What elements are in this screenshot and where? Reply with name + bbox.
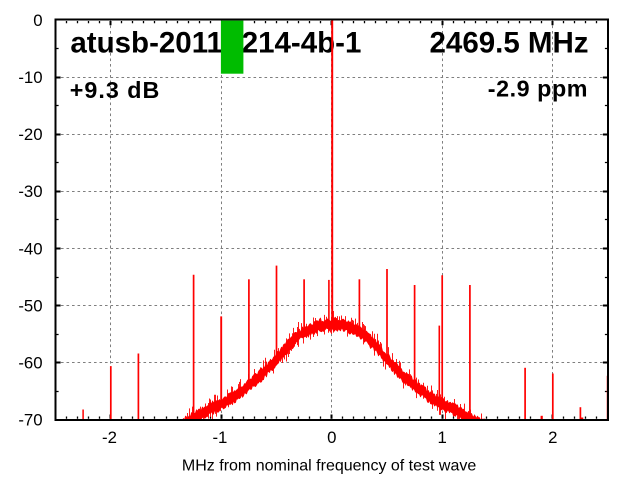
svg-text:-70: -70 [18, 411, 42, 430]
svg-text:2469.5 MHz: 2469.5 MHz [430, 26, 589, 59]
svg-text:1: 1 [438, 428, 447, 447]
svg-text:0: 0 [33, 11, 42, 30]
svg-text:0: 0 [327, 428, 336, 447]
svg-text:-2.9 ppm: -2.9 ppm [488, 75, 588, 101]
svg-text:MHz from nominal frequency of: MHz from nominal frequency of test wave [182, 458, 476, 475]
svg-text:-20: -20 [18, 125, 42, 144]
svg-text:-50: -50 [18, 296, 42, 315]
svg-text:-10: -10 [18, 68, 42, 87]
svg-text:-30: -30 [18, 182, 42, 201]
svg-text:-60: -60 [18, 354, 42, 373]
svg-text:atusb-2011: atusb-2011 [70, 26, 223, 59]
svg-text:+9.3 dB: +9.3 dB [70, 77, 161, 103]
svg-text:214-4b-1: 214-4b-1 [242, 26, 362, 59]
svg-text:-40: -40 [18, 239, 42, 258]
svg-text:-1: -1 [212, 428, 227, 447]
svg-text:2: 2 [548, 428, 557, 447]
svg-text:-2: -2 [102, 428, 117, 447]
